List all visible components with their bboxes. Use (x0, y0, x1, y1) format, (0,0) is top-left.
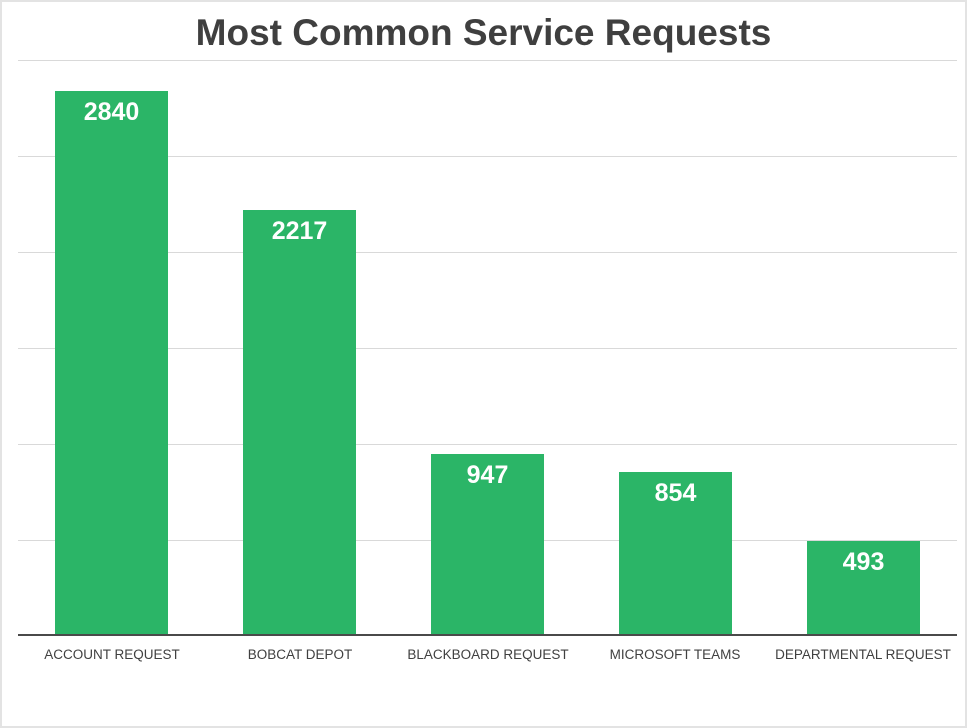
chart-title: Most Common Service Requests (195, 12, 772, 53)
gridline (18, 60, 957, 61)
plot-area: 2840 2217 947 854 493 (18, 60, 957, 636)
bar-value-label: 2217 (271, 217, 328, 245)
category-label: ACCOUNT REQUEST (44, 647, 180, 662)
category-label: DEPARTMENTAL REQUEST (775, 647, 951, 662)
gridline (18, 444, 957, 445)
bar[interactable]: 947 (431, 454, 544, 636)
bar[interactable]: 2840 (55, 91, 168, 636)
bar-value-label: 493 (842, 548, 885, 576)
bar[interactable]: 493 (807, 541, 920, 636)
gridline (18, 252, 957, 253)
bar-value-label: 2840 (83, 98, 140, 126)
bar-value-label: 947 (466, 461, 509, 489)
gridline (18, 348, 957, 349)
gridline (18, 156, 957, 157)
category-label: BOBCAT DEPOT (247, 647, 353, 662)
x-axis-line (18, 634, 957, 636)
bar-value-label: 854 (654, 479, 697, 507)
category-label: BLACKBOARD REQUEST (407, 647, 569, 662)
category-label: MICROSOFT TEAMS (609, 647, 741, 662)
bar[interactable]: 854 (619, 472, 732, 636)
bar[interactable]: 2217 (243, 210, 356, 636)
